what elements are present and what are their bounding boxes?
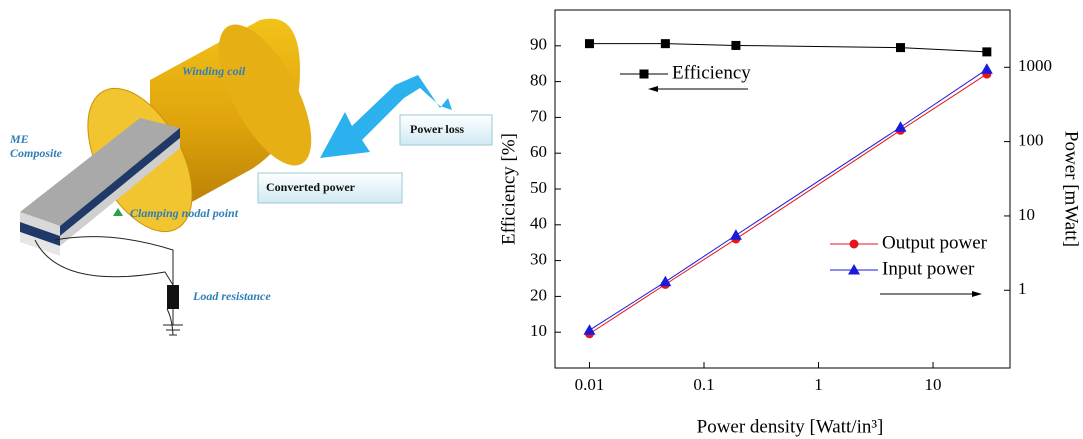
y2-tick-label: 10 [1018,205,1035,224]
wire [54,236,174,285]
composite-top [20,118,180,226]
y2-tick-label: 1000 [1018,56,1052,75]
y-tick-label: 40 [530,214,547,233]
y-tick-label: 80 [530,71,547,90]
y-tick-label: 90 [530,35,547,54]
box-label: Power loss [410,122,464,136]
wire [34,239,174,286]
plot-frame [554,9,1011,369]
legend-marker [849,239,859,249]
label: Composite [10,146,63,160]
coil-end [218,24,312,166]
marker [659,275,672,287]
arrow-head [972,291,982,297]
arrow-head [648,86,658,92]
legend-marker [639,69,649,79]
marker [584,39,594,49]
legend-label: Input power [882,258,975,279]
series-line [589,68,988,331]
x-axis-label: Power density [Watt/in³] [697,416,884,437]
label: ME [9,132,29,146]
box [399,114,493,146]
y-axis-label: Efficiency [%] [498,133,519,245]
y-tick-label: 60 [530,142,547,161]
legend-label: Output power [882,232,988,253]
composite-layer [60,128,180,236]
power-arrow [320,75,452,158]
marker [731,40,741,50]
marker [982,47,992,57]
y-tick-label: 70 [530,106,547,125]
marker [583,324,596,335]
series-line [589,73,988,335]
x-tick-label: 1 [814,375,823,394]
y-tick-label: 50 [530,178,547,197]
box [257,172,403,204]
y-tick-label: 30 [530,250,547,269]
y2-tick-label: 1 [1018,279,1027,298]
marker [894,121,907,132]
marker [660,39,670,49]
label: Clamping nodal point [130,206,239,220]
legend-label: Efficiency [672,62,751,83]
label: Load resistance [192,289,271,303]
y2-tick-label: 100 [1018,131,1044,150]
marker [896,43,906,53]
box-label: Converted power [266,180,356,194]
x-tick-label: 0.1 [693,375,714,394]
series-line [589,43,987,53]
composite-bottom [20,232,60,256]
x-tick-label: 10 [925,375,942,394]
x-tick-label: 0.01 [575,375,605,394]
y-tick-label: 20 [530,285,547,304]
legend-marker [848,264,860,275]
nodal-point [113,208,123,216]
marker [980,63,993,74]
y-tick-label: 10 [530,321,547,340]
diagram: Power loss Converted power Winding coil … [9,18,493,336]
y2-axis-label: Power [mWatt] [1061,131,1082,247]
label: Winding coil [182,64,246,78]
composite-layer-face [20,222,60,246]
marker [729,229,742,240]
composite-side [60,138,180,246]
ground [163,308,183,336]
resistor [167,285,179,309]
composite-face [20,212,60,236]
